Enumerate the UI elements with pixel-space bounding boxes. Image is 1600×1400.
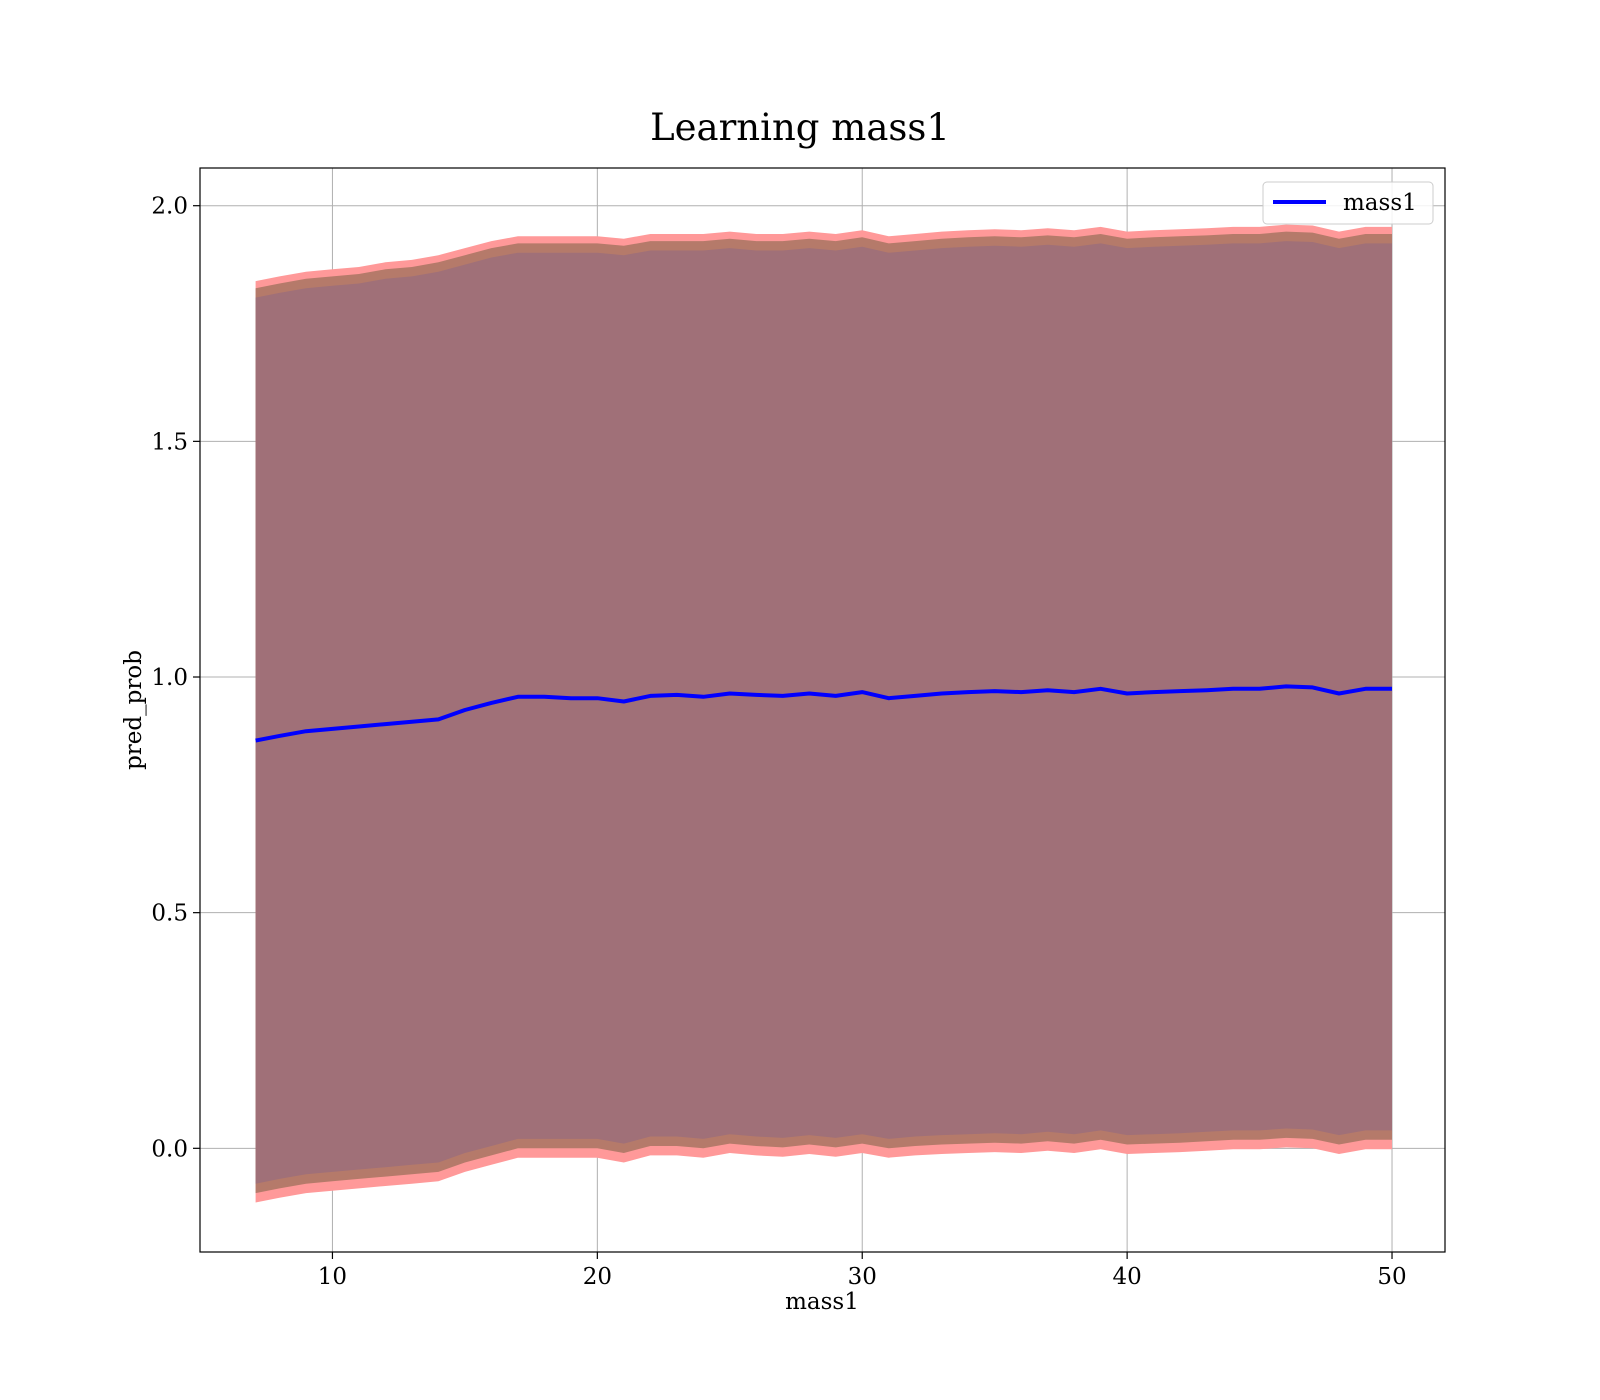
plot-frame (199, 167, 1446, 1253)
y-tick-label: 1.5 (151, 429, 188, 455)
y-axis-label: pred_prob (121, 650, 147, 770)
x-axis-label: mass1 (785, 1289, 859, 1315)
x-tick-label: 40 (1112, 1264, 1141, 1290)
y-tick-label: 0.0 (151, 1136, 188, 1162)
legend-box (1262, 181, 1434, 225)
bands (255, 224, 1393, 1203)
confidence-band (255, 241, 1393, 1184)
series-line-mass1 (255, 684, 1392, 743)
x-tick-label: 10 (318, 1264, 347, 1290)
x-tick-label: 20 (583, 1264, 612, 1290)
legend: mass1 (1262, 181, 1434, 225)
chart-title: Learning mass1 (650, 106, 950, 149)
x-tick-label: 30 (848, 1264, 877, 1290)
series-lines (255, 684, 1392, 743)
y-tick-label: 0.5 (151, 901, 188, 927)
x-tick-label: 50 (1377, 1264, 1406, 1290)
ticks: 10 20 30 40 50 0.0 0.5 1.0 1.5 2.0 (151, 194, 1406, 1290)
y-tick-label: 1.0 (151, 665, 188, 691)
y-tick-label: 2.0 (151, 194, 188, 220)
legend-label: mass1 (1343, 190, 1417, 216)
